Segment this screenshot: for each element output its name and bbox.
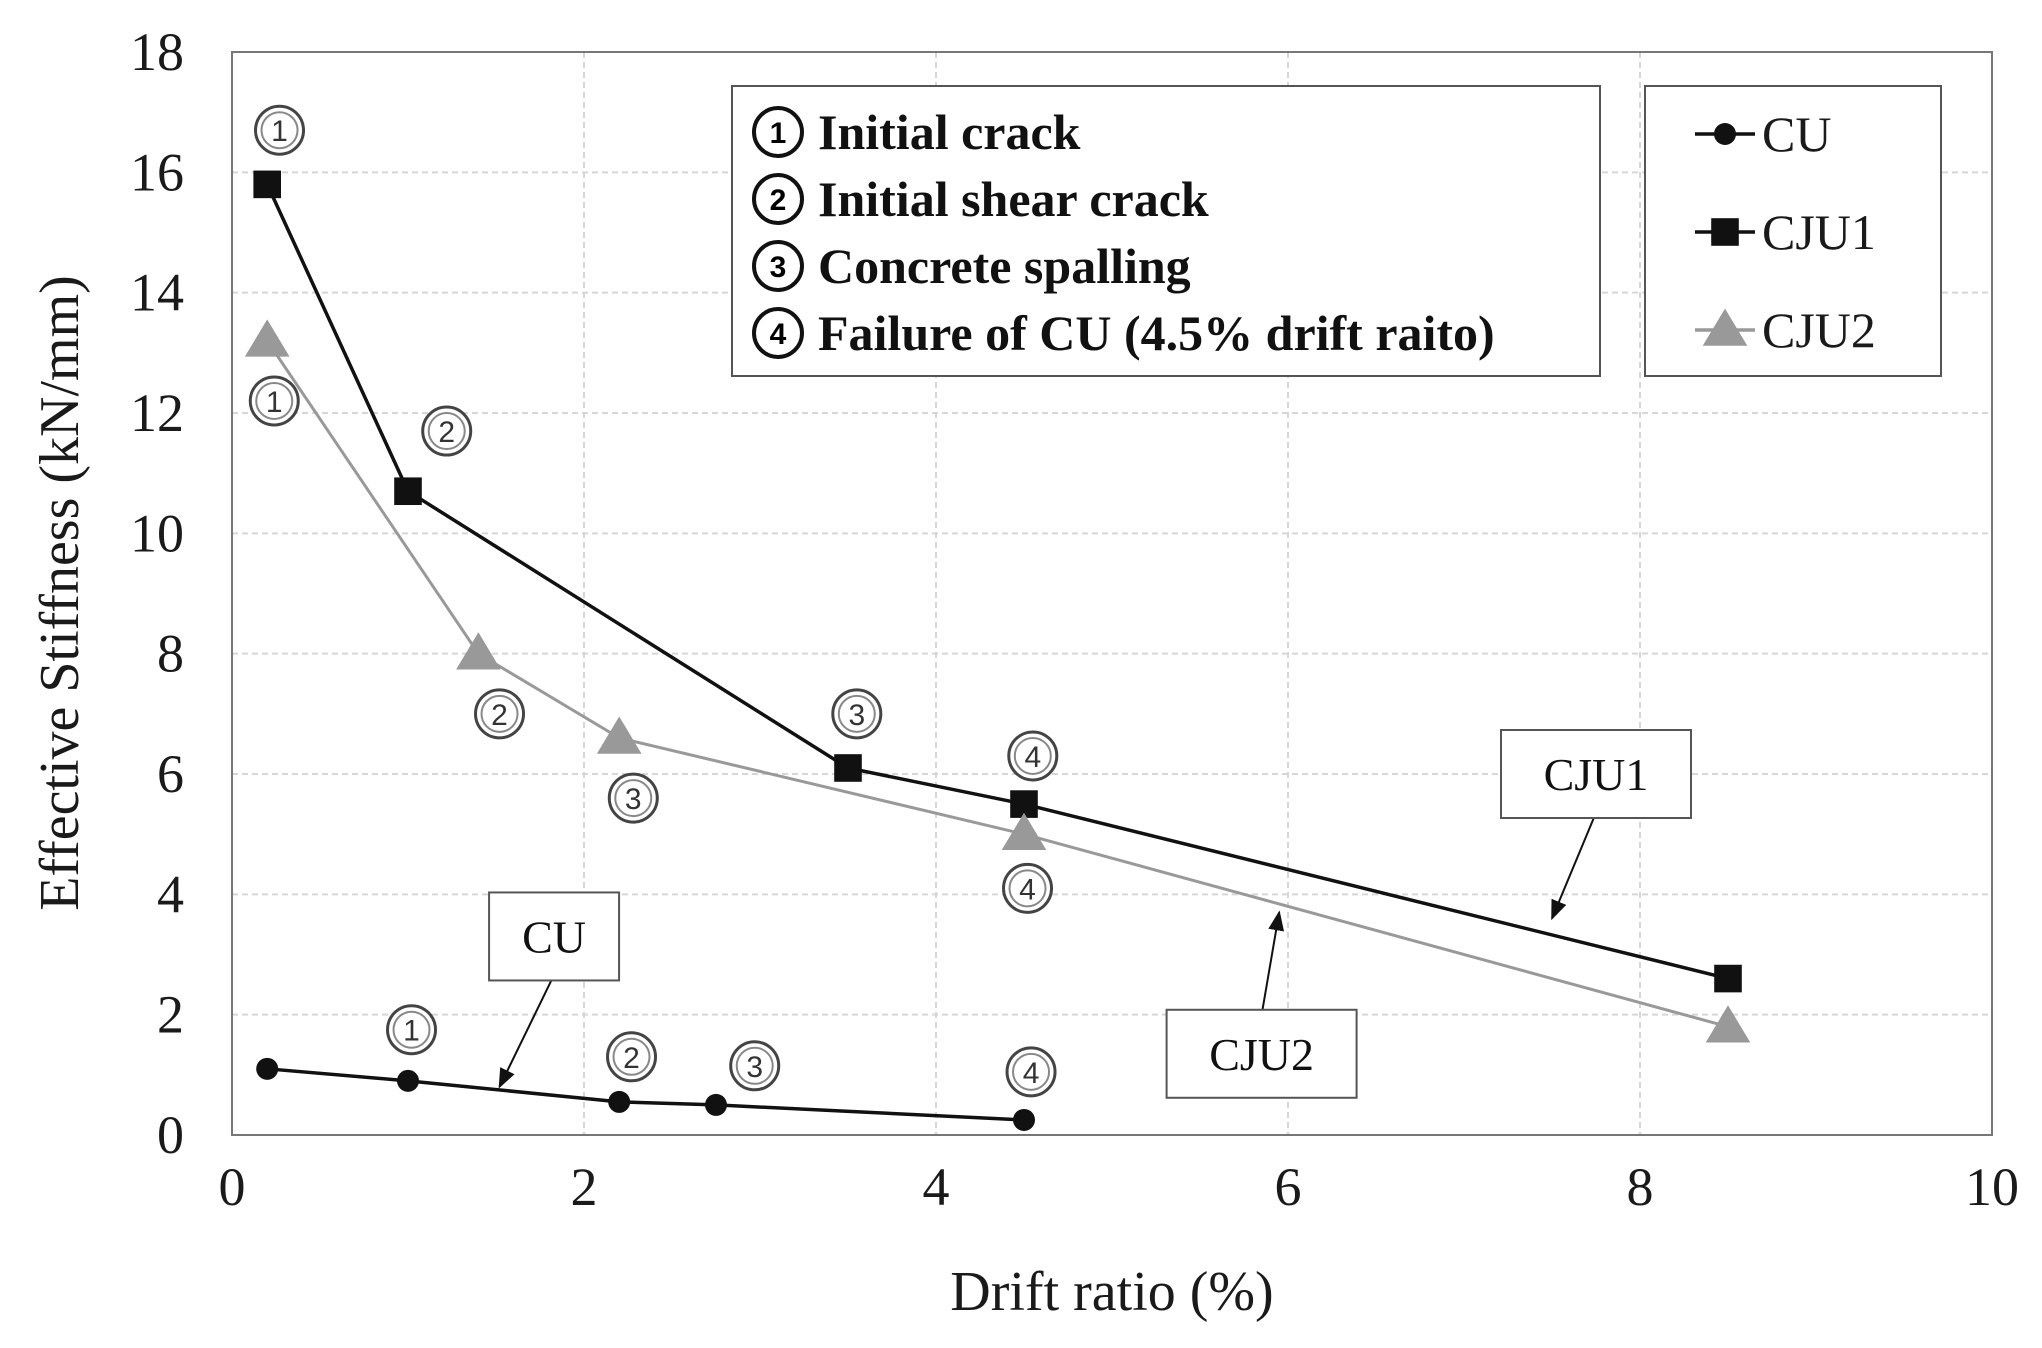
svg-text:Failure of CU (4.5% drift rait: Failure of CU (4.5% drift raito): [818, 305, 1495, 361]
y-tick-label: 14: [130, 263, 184, 323]
stage-marker-1: 1: [254, 104, 306, 156]
svg-text:3: 3: [746, 1051, 763, 1084]
svg-text:CU: CU: [522, 911, 586, 962]
y-tick-label: 18: [130, 22, 184, 82]
stage-marker-3: 3: [831, 688, 883, 740]
stage-marker-3: 3: [607, 772, 659, 824]
legend-entries: CU CJU1 CJU2: [1695, 106, 1876, 358]
stage-note-4: 4 Failure of CU (4.5% drift raito): [752, 305, 1495, 361]
y-tick-label: 8: [157, 624, 184, 684]
stage-marker-2: 2: [421, 405, 473, 457]
callout-cu: CU: [488, 891, 621, 1089]
svg-text:4: 4: [1019, 873, 1036, 906]
stage-marker-2: 2: [474, 688, 526, 740]
data-point-cju1: [834, 754, 862, 782]
legend-entry-cju1: CJU1: [1695, 204, 1876, 260]
svg-text:Initial shear crack: Initial shear crack: [818, 171, 1209, 227]
data-point-cju2: [596, 716, 642, 754]
stage-marker-1: 1: [386, 1004, 438, 1056]
stage-marker-1: 1: [248, 375, 300, 427]
legend-entry-cju2: CJU2: [1695, 302, 1876, 358]
series-cu: [256, 1057, 1035, 1131]
x-tick-label: 6: [1275, 1157, 1302, 1217]
svg-text:1: 1: [403, 1015, 420, 1048]
data-point-cu: [256, 1057, 279, 1080]
data-point-cu: [608, 1090, 631, 1113]
callout-cju2: CJU2: [1165, 910, 1358, 1099]
stage-marker-2: 2: [606, 1031, 658, 1083]
legend: CU CJU1 CJU2: [1644, 85, 1942, 377]
stage-notes: 1 Initial crack 2 Initial shear crack 3 Concr…: [752, 104, 1495, 361]
svg-text:1: 1: [266, 386, 283, 419]
legend-marker-cu: [1714, 123, 1736, 145]
svg-text:4: 4: [1024, 741, 1041, 774]
callout-layer: CU CJU1 CJU2: [488, 729, 1692, 1099]
svg-text:2: 2: [623, 1042, 640, 1075]
svg-text:2: 2: [491, 699, 508, 732]
data-point-cu: [1013, 1108, 1035, 1131]
data-point-cju2: [456, 632, 501, 670]
data-point-cju1: [1714, 964, 1742, 993]
data-point-cju1: [394, 477, 422, 506]
x-tick-label: 8: [1627, 1157, 1654, 1217]
y-tick-label: 2: [157, 985, 184, 1045]
y-axis-ticks: 0 2 4 6 8 10 12 14 16 18: [130, 22, 184, 1165]
x-axis-ticks: 0 2 4 6 8 10: [219, 1157, 2020, 1217]
callout-cju1: CJU1: [1500, 729, 1692, 921]
y-tick-label: 10: [130, 503, 184, 563]
x-tick-label: 10: [1965, 1157, 2019, 1217]
stage-note-1: 1 Initial crack: [752, 104, 1081, 160]
svg-text:1: 1: [770, 117, 787, 150]
point-annotation-layer: 1 1 2 2 3 3 4 4 1 2 3 4: [248, 104, 1059, 1098]
svg-text:3: 3: [770, 251, 787, 284]
legend-marker-cju1: [1711, 218, 1739, 246]
svg-text:1: 1: [271, 115, 288, 148]
y-tick-label: 4: [157, 864, 184, 924]
series-cju2: [244, 319, 1751, 1043]
stage-marker-3: 3: [729, 1040, 781, 1092]
svg-text:CJU2: CJU2: [1209, 1029, 1314, 1080]
x-tick-label: 0: [219, 1157, 246, 1217]
svg-text:CJU2: CJU2: [1762, 302, 1876, 358]
stage-marker-4: 4: [1005, 1046, 1057, 1098]
data-point-cu: [705, 1093, 727, 1116]
svg-text:4: 4: [1023, 1057, 1040, 1090]
stage-marker-4: 4: [1002, 862, 1054, 914]
plot-area-frame: [231, 51, 1993, 1136]
svg-text:3: 3: [848, 699, 865, 732]
svg-text:Concrete spalling: Concrete spalling: [818, 238, 1191, 294]
stage-note-3: 3 Concrete spalling: [752, 238, 1191, 294]
y-tick-label: 6: [157, 744, 184, 804]
y-tick-label: 16: [130, 142, 184, 202]
svg-text:3: 3: [625, 783, 642, 816]
svg-text:CJU1: CJU1: [1762, 204, 1876, 260]
legend-marker-cju2: [1702, 308, 1748, 346]
data-point-cju2: [1001, 812, 1047, 850]
stage-notes-box: 1 Initial crack 2 Initial shear crack 3 Concr…: [731, 85, 1601, 377]
stage-marker-4: 4: [1007, 730, 1059, 782]
x-axis-title: Drift ratio (%): [950, 1261, 1273, 1323]
data-point-cju2: [244, 319, 290, 357]
x-tick-label: 2: [571, 1157, 598, 1217]
y-tick-label: 12: [130, 383, 184, 443]
svg-text:2: 2: [438, 416, 455, 449]
legend-entry-cu: CU: [1695, 106, 1831, 162]
series-cju1: [253, 170, 1742, 993]
svg-text:4: 4: [770, 318, 787, 351]
data-point-cju2: [1705, 1005, 1751, 1043]
y-tick-label: 0: [157, 1105, 184, 1165]
svg-text:CJU1: CJU1: [1544, 749, 1649, 800]
data-point-cu: [397, 1069, 419, 1092]
svg-text:CU: CU: [1762, 106, 1831, 162]
svg-text:Initial crack: Initial crack: [818, 104, 1081, 160]
y-axis-title: Effective Stiffness (kN/mm): [29, 275, 91, 911]
series-layer: [244, 170, 1751, 1131]
x-tick-label: 4: [923, 1157, 950, 1217]
stage-note-2: 2 Initial shear crack: [752, 171, 1209, 227]
svg-text:2: 2: [770, 184, 787, 217]
data-point-cju1: [253, 170, 281, 199]
